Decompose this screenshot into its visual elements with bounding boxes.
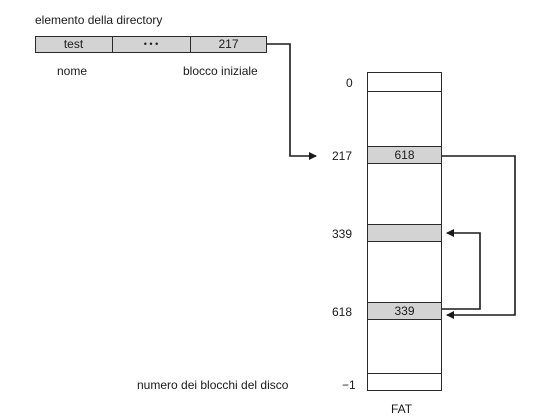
arrow-dir-to-217 <box>267 44 316 156</box>
fat-entry-339 <box>367 224 442 242</box>
disk-blocks-caption: numero dei blocchi del disco <box>137 378 288 392</box>
arrow-217-to-618 <box>442 156 515 315</box>
fat-index-0: 0 <box>346 76 353 90</box>
fat-index-217: 217 <box>332 149 352 163</box>
fat-index-339: 339 <box>332 227 352 241</box>
fat-row-divider <box>367 373 442 374</box>
fat-row-divider <box>367 91 442 92</box>
fat-caption: FAT <box>391 402 412 416</box>
field-name-value: test <box>35 37 112 51</box>
fat-entry-618-value: 339 <box>367 304 442 318</box>
field-start-block-value: 217 <box>190 37 267 51</box>
name-caption: nome <box>57 64 87 78</box>
fat-index-618: 618 <box>332 305 352 319</box>
directory-entry-title: elemento della directory <box>35 13 162 27</box>
field-ellipsis: • • • <box>112 37 190 51</box>
start-block-caption: blocco iniziale <box>183 64 258 78</box>
fat-index-last: −1 <box>342 378 356 392</box>
arrow-618-to-339 <box>442 233 480 309</box>
fat-entry-217-value: 618 <box>367 148 442 162</box>
